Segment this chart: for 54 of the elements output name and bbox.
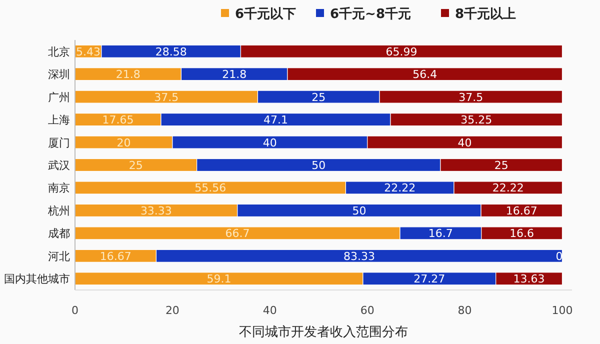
data-label: 83.33 (343, 250, 375, 263)
data-label: 20 (116, 136, 131, 150)
data-label: 56.4 (412, 68, 438, 82)
y-tick-label: 杭州 (47, 204, 70, 218)
legend-label: 8千元以上 (455, 6, 516, 22)
x-tick-label: 40 (262, 304, 277, 317)
data-label: 59.1 (206, 272, 232, 286)
y-tick-label: 南京 (48, 182, 70, 195)
data-label: 37.5 (154, 90, 179, 104)
data-label: 33.33 (140, 204, 172, 218)
data-label: 66.7 (225, 227, 250, 240)
data-label: 35.25 (460, 114, 492, 127)
y-tick-label: 河北 (48, 250, 70, 263)
data-label: 25 (494, 159, 508, 172)
x-tick-label: 100 (552, 304, 573, 317)
data-label: 65.99 (386, 45, 418, 58)
data-label: 22.22 (384, 182, 416, 195)
data-label: 50 (312, 159, 326, 172)
data-label: 37.5 (458, 90, 484, 104)
data-label: 0 (556, 250, 563, 263)
data-label: 55.56 (194, 182, 226, 195)
data-label: 50 (352, 204, 366, 218)
x-tick-label: 0 (72, 304, 78, 317)
data-label: 47.1 (264, 114, 288, 127)
data-label: 16.67 (506, 204, 538, 218)
data-label: 21.8 (116, 68, 140, 82)
data-label: 28.58 (155, 45, 187, 58)
data-label: 13.63 (513, 272, 545, 286)
x-tick-label: 20 (165, 304, 180, 317)
data-label: 5.43 (76, 45, 100, 58)
data-label: 27.27 (414, 272, 446, 286)
data-label: 16.67 (100, 250, 132, 263)
data-label: 17.65 (102, 114, 134, 127)
data-label: 25 (312, 90, 326, 104)
y-tick-label: 上海 (48, 114, 70, 127)
data-label: 40 (262, 136, 277, 150)
data-label: 25 (128, 159, 143, 172)
legend-label: 6千元~8千元 (330, 6, 411, 22)
legend-label: 6千元以下 (235, 6, 296, 22)
y-tick-label: 深圳 (48, 68, 70, 82)
data-label: 21.8 (222, 68, 247, 82)
y-tick-label: 厦门 (48, 136, 70, 150)
y-tick-label: 北京 (48, 45, 70, 58)
data-label: 40 (458, 136, 472, 150)
data-label: 22.22 (492, 182, 524, 195)
y-tick-label: 武汉 (48, 159, 70, 172)
y-tick-label: 广州 (48, 90, 70, 104)
data-label: 16.7 (428, 227, 453, 240)
y-tick-label: 成都 (48, 227, 70, 240)
x-axis-title: 不同城市开发者收入范围分布 (239, 325, 408, 340)
data-label: 16.6 (510, 227, 534, 240)
y-tick-label: 国内其他城市 (4, 272, 70, 286)
x-tick-label: 80 (458, 304, 472, 317)
x-tick-label: 60 (360, 304, 374, 317)
